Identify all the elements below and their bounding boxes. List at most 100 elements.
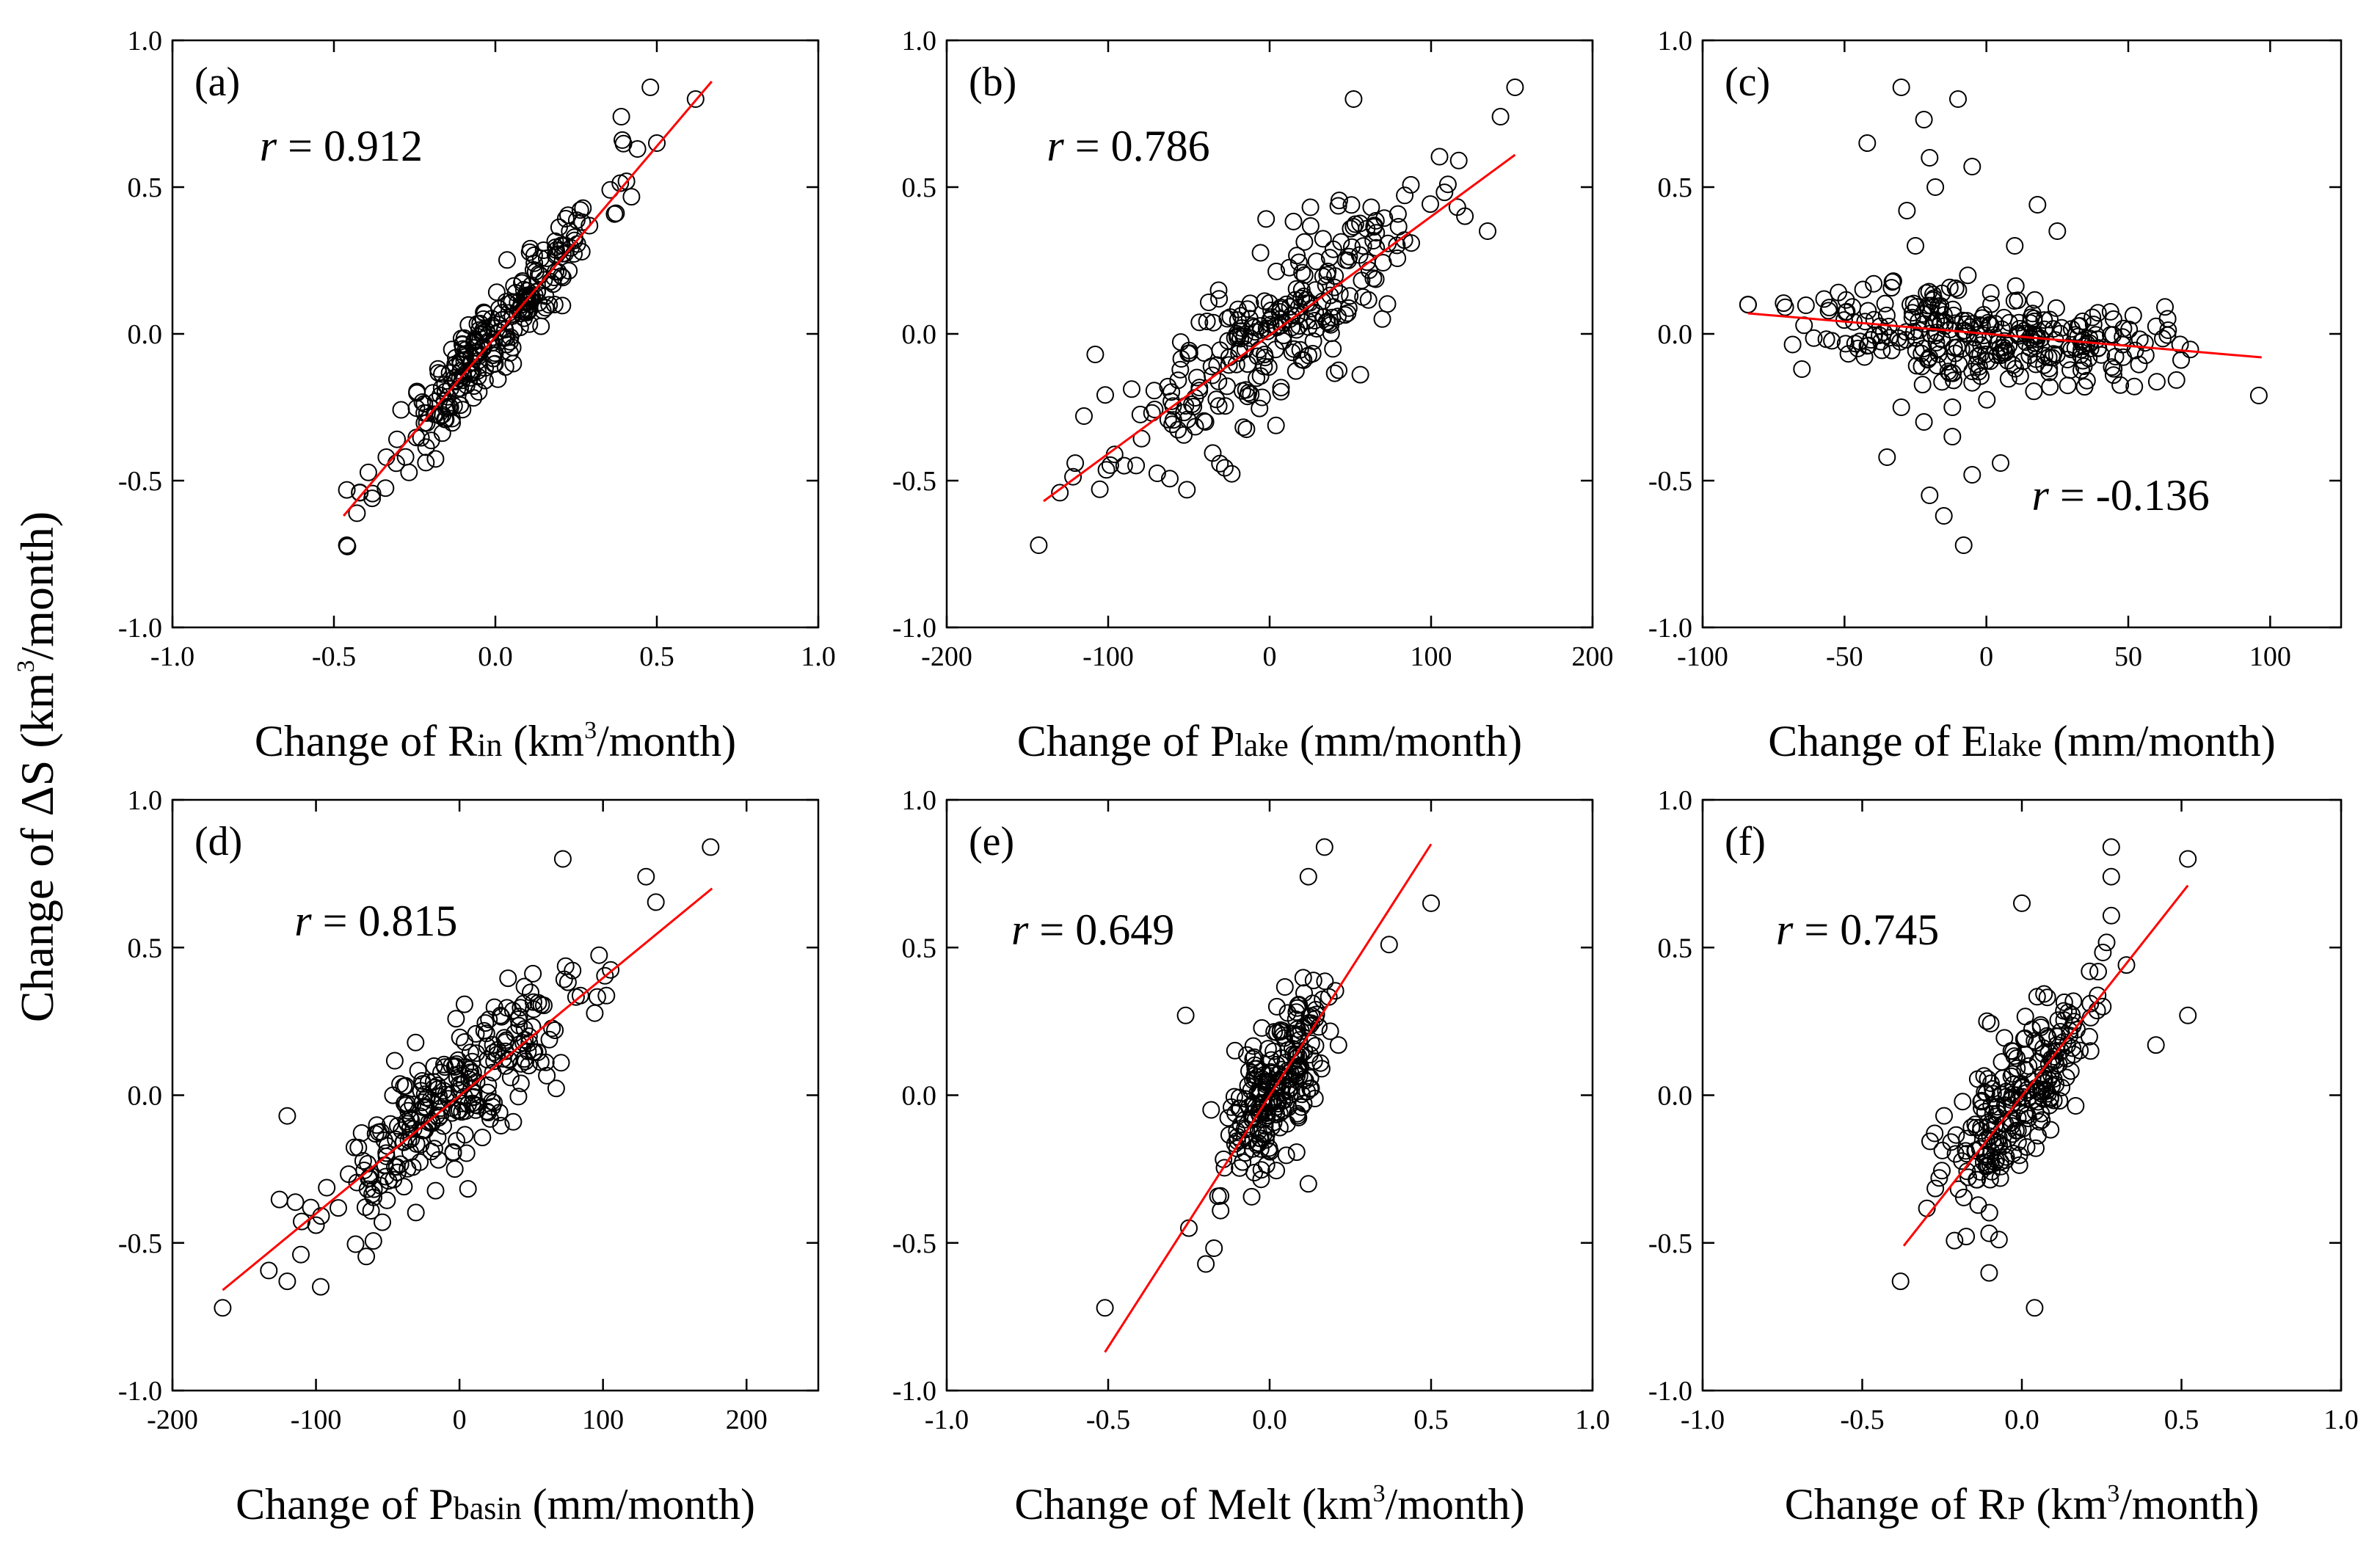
scatter-point [426, 450, 445, 468]
x-tick-label: -100 [1677, 641, 1728, 672]
scatter-point [1256, 346, 1273, 364]
scatter-point [514, 994, 533, 1013]
scatter-point [1491, 108, 1510, 125]
y-tick-label: -0.5 [892, 466, 936, 497]
scatter-point [1285, 340, 1303, 358]
x-label-mid: (km [502, 717, 584, 765]
scatter-point [2050, 1092, 2069, 1110]
scatter-point [354, 1152, 372, 1170]
scatter-point [2035, 311, 2053, 329]
regression-line [1104, 843, 1433, 1353]
scatter-point [1943, 428, 1962, 445]
scatter-point [1351, 365, 1369, 384]
scatter-point [1229, 311, 1247, 329]
y-tick-label: 0.0 [902, 1081, 937, 1112]
y-tick-label: 1.0 [902, 26, 937, 57]
scatter-point [1223, 464, 1241, 483]
scatter-point [597, 986, 616, 1005]
x-label-superscript: 3 [2107, 1480, 2119, 1507]
scatter-point [451, 1028, 469, 1046]
scatter-point [436, 382, 454, 401]
scatter-point [520, 1057, 538, 1075]
scatter-point [447, 1010, 465, 1028]
scatter-point [1251, 244, 1270, 262]
scatter-point [463, 1094, 481, 1112]
scatter-point [1267, 340, 1284, 359]
scatter-point [1238, 300, 1256, 318]
scatter-point [2105, 360, 2123, 378]
scatter-point [504, 1112, 523, 1131]
scatter-point [1854, 280, 1872, 299]
scatter-point [1739, 296, 1757, 313]
scatter-point [2130, 330, 2149, 349]
scatter-point [1836, 335, 1855, 353]
chart-panel: -200 -100 0 100 200 -1.0 -0.5 0.0 0.5 1.0 (b) r = 0… [892, 26, 1614, 765]
regression-line [343, 81, 713, 517]
scatter-point [400, 463, 418, 481]
y-tick-label: -1.0 [1648, 1376, 1692, 1407]
scatter-point [1903, 304, 1921, 322]
scatter-point [2156, 298, 2174, 316]
scatter-point [1990, 1231, 2008, 1249]
panel-label: (b) [969, 59, 1016, 105]
scatter-point [1995, 341, 2013, 360]
scatter-point [1891, 1272, 1910, 1291]
scatter-point [1254, 1095, 1273, 1113]
scatter-point [1954, 536, 1973, 554]
x-tick-label: 100 [1411, 641, 1452, 672]
scatter-point [1272, 382, 1290, 401]
scatter-point [2015, 321, 2034, 340]
scatter-point [1030, 536, 1048, 554]
scatter-point [545, 296, 564, 313]
scatter-point [451, 355, 470, 374]
scatter-point [504, 354, 523, 373]
scatter-point [1330, 192, 1348, 210]
scatter-point [702, 838, 720, 856]
x-axis-label: Change of RP (km3/month) [1785, 1480, 2259, 1529]
scatter-point [1876, 294, 1894, 313]
scatter-point [1943, 398, 1962, 416]
scatter-point [1229, 300, 1247, 318]
scatter-point [1300, 1046, 1319, 1064]
scatter-point [1865, 274, 1883, 293]
correlation-text: r = 0.912 [260, 122, 423, 170]
scatter-point [497, 293, 515, 311]
chart-panel: -200 -100 0 100 200 -1.0 -0.5 0.0 0.5 1.0 (d) r = 0… [118, 785, 820, 1529]
scatter-point [345, 1138, 363, 1156]
scatter-point [1289, 996, 1308, 1013]
scatter-point [365, 1188, 382, 1206]
scatter-point [292, 1245, 310, 1264]
x-label-subscript: basin [454, 1490, 522, 1526]
scatter-point [1215, 459, 1234, 477]
scatter-point [512, 999, 530, 1017]
scatter-point [498, 251, 516, 269]
scatter-point [525, 1000, 543, 1019]
panel-label: (f) [1725, 819, 1766, 864]
scatter-point [1940, 278, 1959, 296]
regression-line [222, 887, 713, 1291]
x-tick-label: -100 [291, 1404, 342, 1435]
scatter-point [501, 1068, 520, 1087]
scatter-point [1435, 183, 1454, 202]
regression-line [1902, 884, 2189, 1247]
scatter-point [520, 302, 538, 320]
scatter-point [648, 134, 666, 152]
scatter-point [1910, 321, 1928, 340]
scatter-point [2147, 1036, 2165, 1054]
scatter-point [1907, 237, 1924, 255]
x-axis-label: Change of Plake (mm/month) [1017, 717, 1522, 765]
scatter-point [2102, 838, 2120, 856]
scatter-point [492, 1008, 511, 1026]
scatter-point [500, 295, 518, 313]
scatter-point [395, 1077, 413, 1096]
scatter-point [559, 206, 577, 225]
scatter-point [1209, 281, 1228, 299]
x-tick-label: -0.5 [1086, 1404, 1130, 1435]
scatter-point [1448, 198, 1466, 216]
scatter-point [1317, 313, 1336, 331]
x-tick-label: -1.0 [150, 641, 194, 672]
scatter-point [1883, 273, 1902, 291]
x-label-mid: (mm/month) [2042, 717, 2275, 765]
scatter-point [553, 850, 572, 868]
